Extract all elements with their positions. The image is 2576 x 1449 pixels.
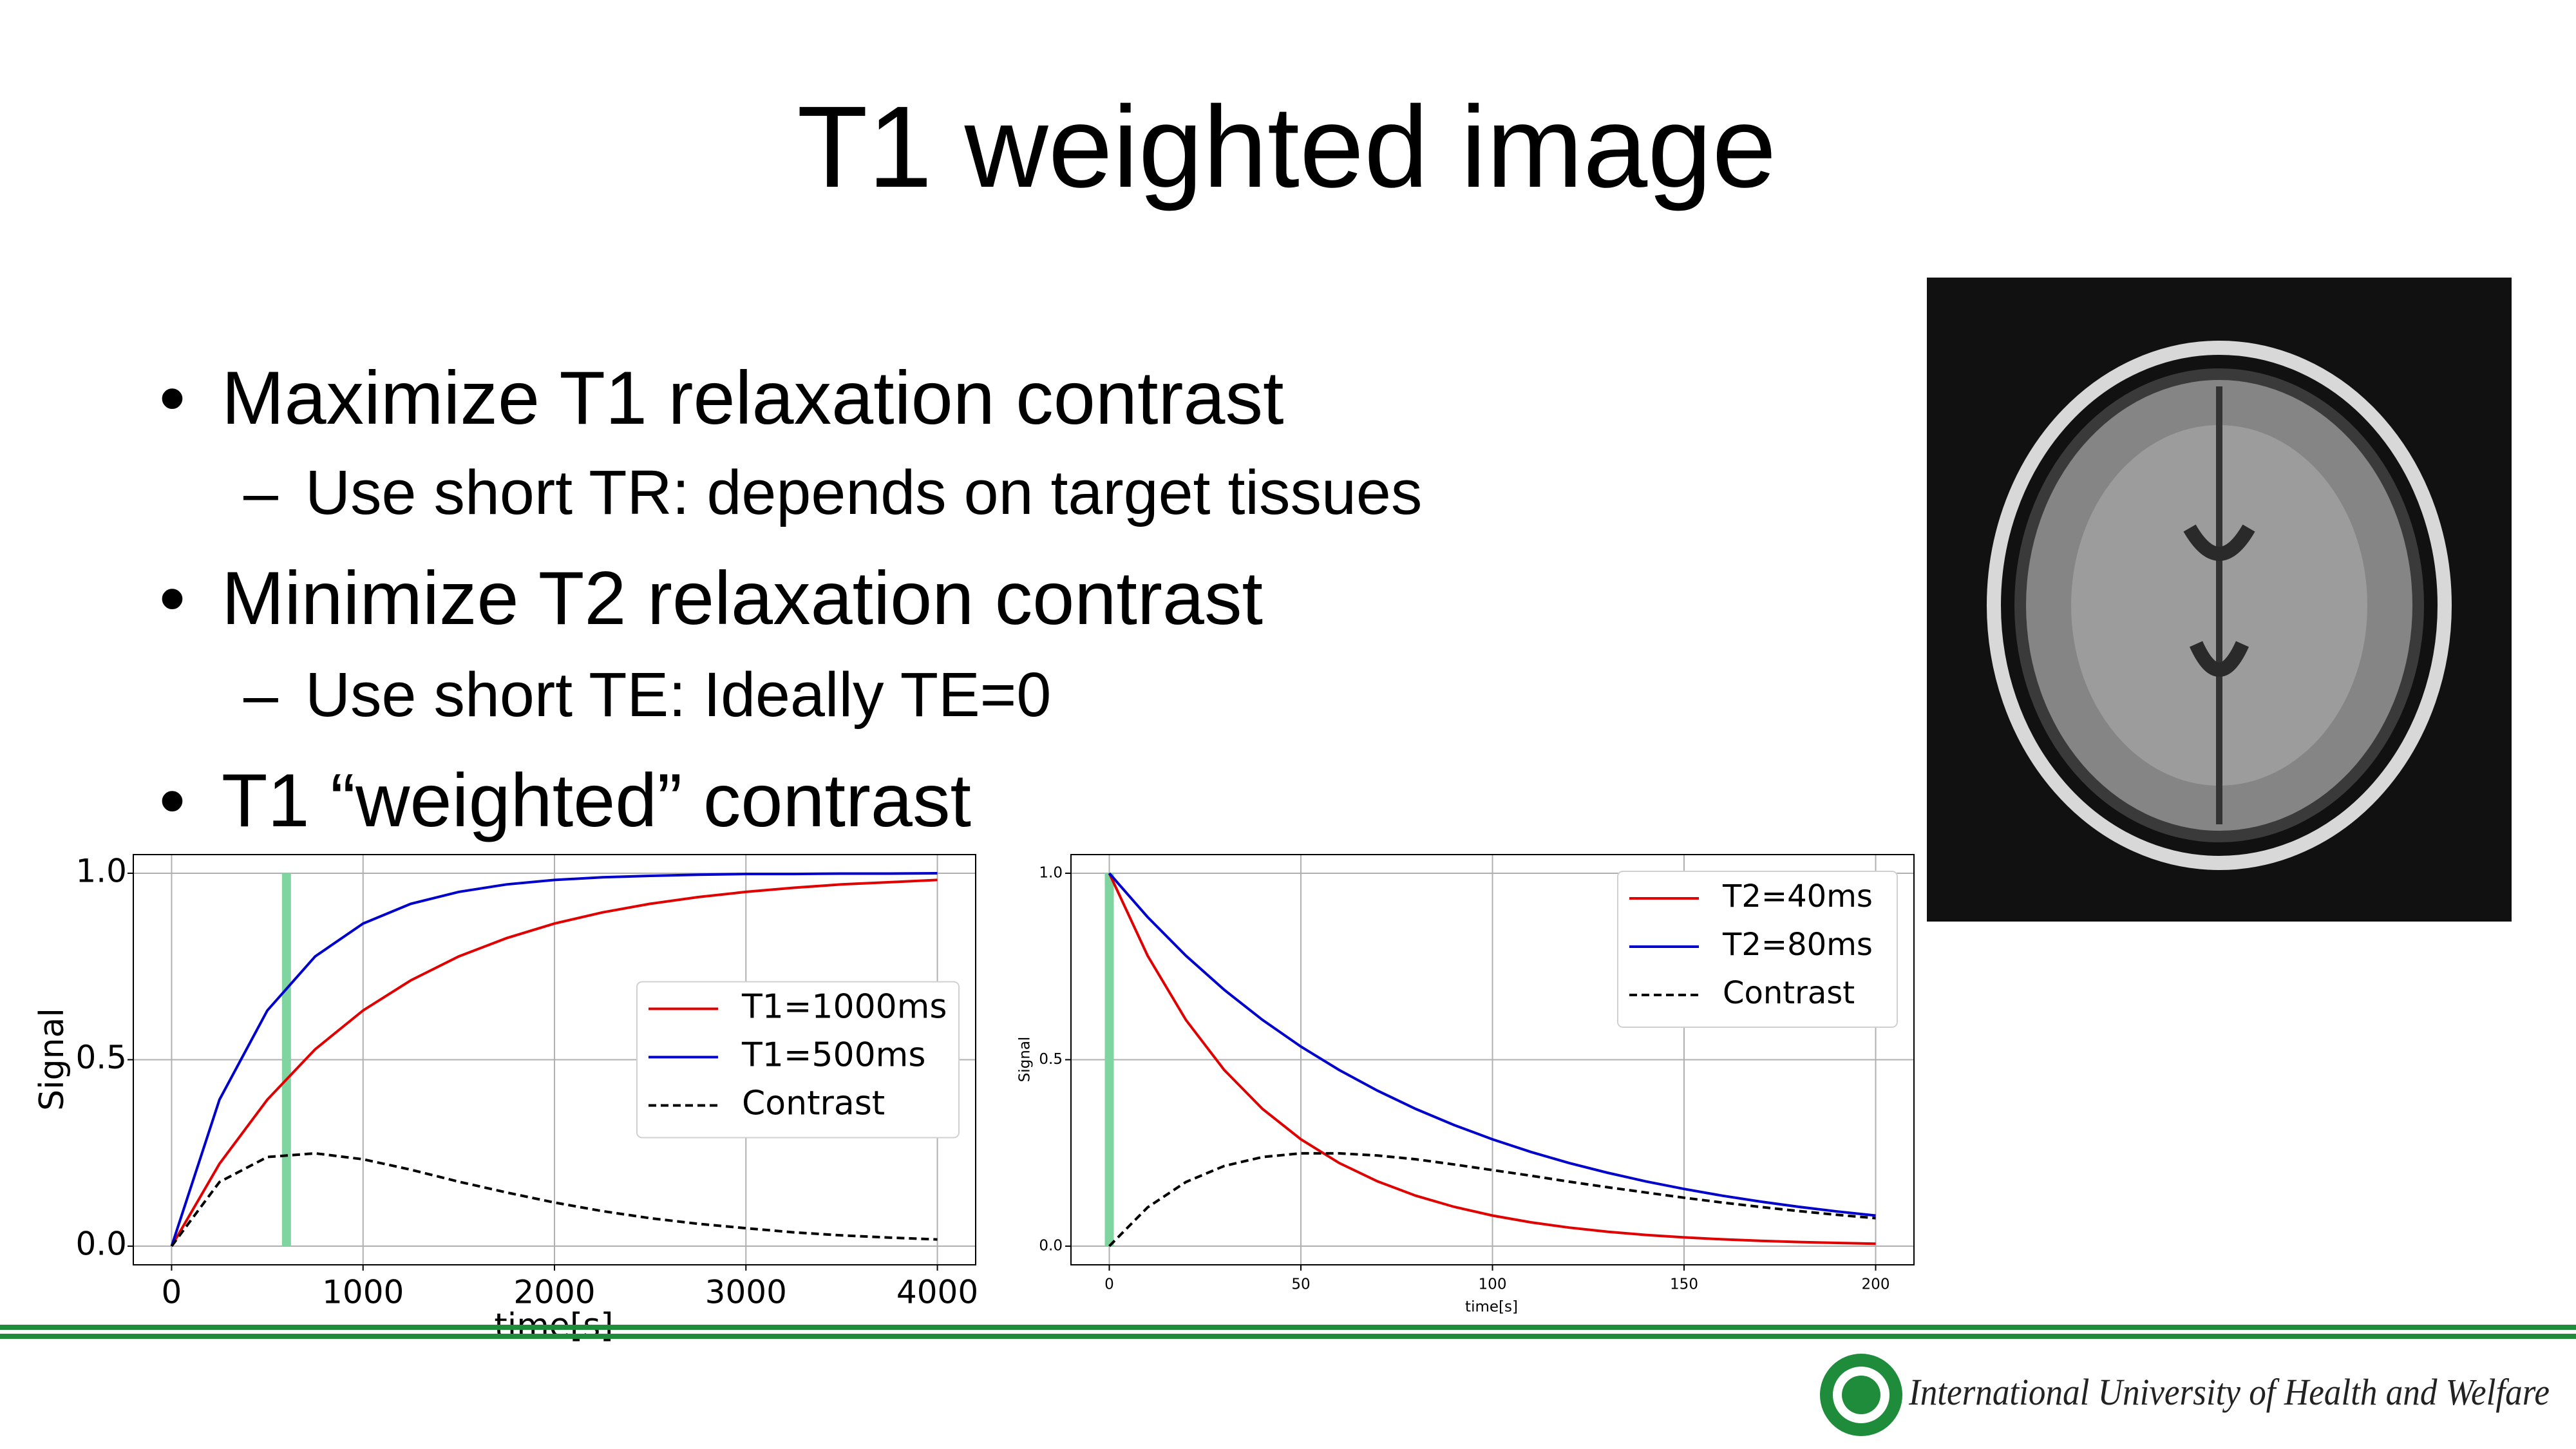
- bullet-dot: •: [159, 758, 185, 842]
- y-axis-label: Signal: [33, 1008, 71, 1111]
- y-tick-label: 1.0: [1039, 864, 1063, 881]
- x-tick-label: 1000: [322, 1274, 404, 1311]
- logo: [1820, 1354, 1902, 1436]
- x-tick-label: 150: [1670, 1276, 1698, 1293]
- x-tick-label: 3000: [705, 1274, 787, 1311]
- bullet: T1 “weighted” contrast: [222, 758, 971, 842]
- legend-label: T2=80ms: [1722, 927, 1873, 963]
- x-tick-label: 50: [1291, 1276, 1310, 1293]
- legend-box: [636, 981, 960, 1139]
- x-tick-label: 0: [1104, 1276, 1114, 1293]
- bullet: Maximize T1 relaxation contrast: [222, 355, 1283, 440]
- footer-text: International University of Health and W…: [1908, 1371, 2550, 1413]
- y-tick-label: 0.0: [1039, 1238, 1063, 1255]
- plot-frame: [133, 854, 976, 1265]
- legend-label: T1=500ms: [741, 1036, 925, 1075]
- x-tick-label: 0: [162, 1274, 182, 1311]
- footer-rule: [0, 1334, 2576, 1339]
- y-tick-label: 0.5: [75, 1039, 127, 1076]
- sub-dash: –: [243, 659, 278, 730]
- legend-label: T2=40ms: [1722, 878, 1873, 914]
- legend: T1=1000ms T1=500ms Contrast: [636, 981, 960, 1139]
- y-tick-label: 0.5: [1039, 1051, 1063, 1068]
- x-tick-label: 2000: [513, 1274, 595, 1311]
- series-line: [1108, 873, 1876, 1245]
- x-tick-label: 100: [1479, 1276, 1507, 1293]
- series-line: [170, 1151, 938, 1247]
- slide-title: T1 weighted image: [797, 82, 1777, 212]
- sub-bullet: Use short TE: Ideally TE=0: [305, 659, 1051, 730]
- bullet-dot: •: [159, 556, 185, 640]
- legend-label: T1=1000ms: [741, 988, 947, 1027]
- y-tick-label: 1.0: [75, 852, 127, 889]
- sub-dash: –: [243, 457, 278, 527]
- legend-box: [1617, 871, 1898, 1028]
- bullet-dot: •: [159, 355, 185, 440]
- footer-rule: [0, 1325, 2576, 1330]
- x-tick-label: 4000: [896, 1274, 978, 1311]
- legend-label: Contrast: [1723, 975, 1855, 1011]
- chart: 0 1000 2000 3000 4000 0.0 0.5 1.0 T1=1000ms T1=50…: [33, 852, 978, 1345]
- bullet: Minimize T2 relaxation contrast: [222, 556, 1263, 640]
- plot-frame: [1070, 854, 1915, 1265]
- mri-image: [1927, 278, 2512, 922]
- series-line: [170, 872, 938, 1247]
- series-line: [1108, 872, 1876, 1217]
- chart: 0 50 100 150 200 0.0 0.5 1.0 T2=40ms T2=80ms Contr…: [1017, 854, 1915, 1316]
- legend-label: Contrast: [742, 1084, 885, 1123]
- x-tick-label: 200: [1862, 1276, 1890, 1293]
- y-axis-label: Signal: [1017, 1037, 1034, 1083]
- bullet-list: • Maximize T1 relaxation contrast – Use …: [159, 355, 1422, 842]
- legend: T2=40ms T2=80ms Contrast: [1617, 871, 1898, 1028]
- series-line: [170, 878, 938, 1247]
- x-axis-label: time[s]: [1465, 1299, 1518, 1316]
- sub-bullet: Use short TR: depends on target tissues: [305, 457, 1422, 527]
- y-tick-label: 0.0: [75, 1226, 127, 1263]
